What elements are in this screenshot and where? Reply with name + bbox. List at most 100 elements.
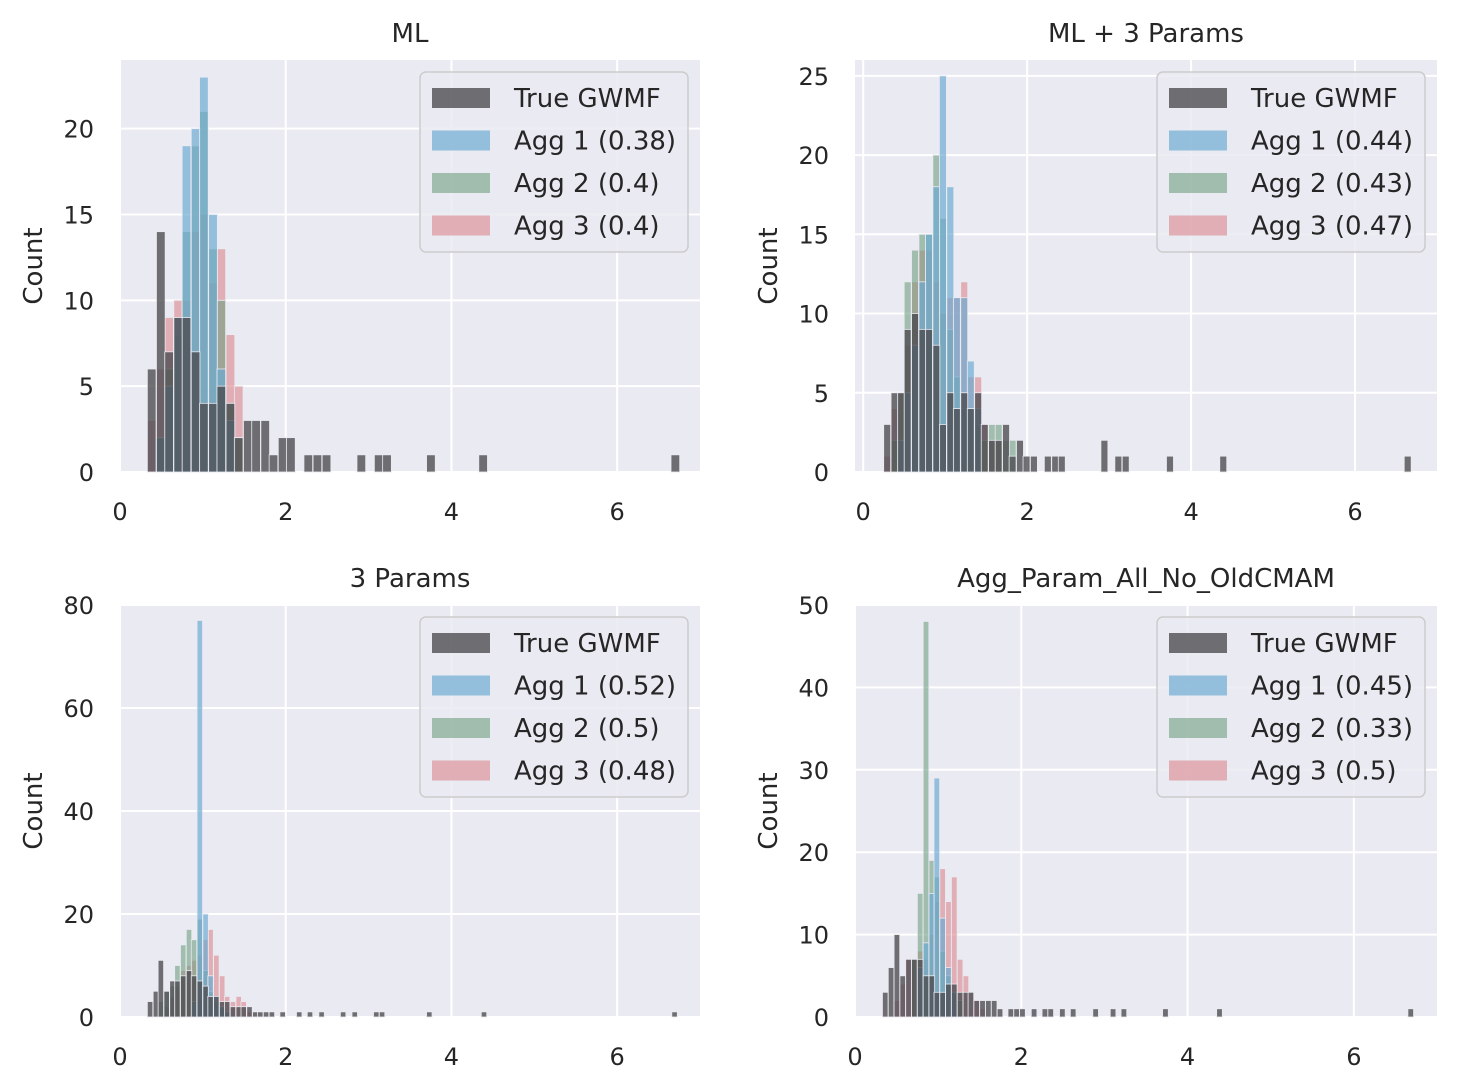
histogram-bar bbox=[952, 408, 961, 473]
histogram-bar bbox=[190, 975, 198, 1018]
histogram-bar bbox=[229, 1006, 237, 1018]
histogram-bar bbox=[213, 996, 220, 1018]
histogram-bar bbox=[246, 1006, 253, 1018]
histogram-bar bbox=[1114, 455, 1123, 473]
histogram-bar bbox=[1022, 455, 1031, 473]
legend-label: Agg 2 (0.4) bbox=[514, 169, 660, 199]
histogram-bar bbox=[296, 1011, 303, 1018]
histogram-bar bbox=[180, 975, 187, 1018]
x-tick-label: 4 bbox=[444, 1043, 459, 1071]
histogram-bar bbox=[882, 991, 889, 1018]
histogram-bar bbox=[339, 1011, 347, 1018]
y-tick-label: 50 bbox=[798, 592, 829, 620]
histogram-bar bbox=[1030, 455, 1038, 473]
histogram-bar bbox=[268, 454, 279, 473]
histogram-bar bbox=[321, 454, 332, 473]
histogram-bar bbox=[1041, 1008, 1049, 1018]
y-axis-label: Count bbox=[754, 227, 784, 304]
histogram-bar bbox=[939, 991, 946, 1018]
legend-label: Agg 1 (0.45) bbox=[1251, 672, 1413, 702]
legend: True GWMF Agg 1 (0.45) Agg 2 (0.33) Agg 3 (… bbox=[1156, 616, 1426, 798]
histogram-bar bbox=[1100, 439, 1109, 473]
x-tick-label: 0 bbox=[847, 1043, 862, 1071]
histogram-bar bbox=[1019, 1008, 1026, 1018]
y-tick-label: 25 bbox=[798, 63, 829, 91]
histogram-bar bbox=[262, 1011, 270, 1018]
histogram-bar bbox=[960, 392, 969, 473]
legend-swatch bbox=[432, 633, 490, 653]
legend-label: Agg 3 (0.48) bbox=[514, 757, 676, 787]
histogram-bar bbox=[312, 454, 323, 473]
histogram-bar bbox=[1016, 439, 1024, 473]
histogram-bar bbox=[240, 1006, 247, 1018]
x-tick-label: 2 bbox=[1014, 1043, 1029, 1071]
histogram-bar bbox=[1109, 1008, 1117, 1018]
histogram-bar bbox=[478, 454, 488, 473]
histogram-bar bbox=[196, 620, 203, 1018]
legend-swatch bbox=[432, 675, 490, 696]
x-tick-label: 2 bbox=[1020, 498, 1035, 526]
histogram-bar bbox=[903, 328, 912, 473]
histogram-bar bbox=[196, 980, 203, 1018]
y-tick-label: 15 bbox=[798, 221, 829, 249]
x-tick-label: 4 bbox=[1183, 498, 1198, 526]
histogram-bar bbox=[974, 392, 983, 473]
histogram-bar bbox=[980, 424, 989, 473]
legend-swatch bbox=[432, 718, 490, 738]
y-tick-label: 40 bbox=[798, 674, 829, 702]
histogram-bar bbox=[988, 439, 996, 473]
y-tick-label: 20 bbox=[63, 901, 94, 929]
y-tick-label: 20 bbox=[798, 839, 829, 867]
histogram-bar bbox=[1219, 455, 1228, 473]
histogram-bar bbox=[1059, 1008, 1066, 1018]
histogram-bar bbox=[146, 368, 157, 473]
histogram-bar bbox=[916, 958, 924, 1018]
y-tick-label: 0 bbox=[79, 1004, 94, 1032]
series-true-gwmf bbox=[882, 934, 1414, 1018]
histogram-bar bbox=[939, 424, 947, 473]
histogram-bar bbox=[279, 1011, 286, 1018]
histogram-bar bbox=[918, 328, 927, 473]
legend-swatch bbox=[1169, 760, 1227, 781]
histogram-bar bbox=[1002, 424, 1010, 473]
y-axis-label: Count bbox=[19, 772, 49, 849]
histogram-bar bbox=[378, 1011, 386, 1018]
panel-title: Agg_Param_All_No_OldCMAM bbox=[957, 564, 1335, 594]
histogram-bar bbox=[670, 454, 681, 473]
histogram-bar bbox=[893, 934, 901, 1018]
legend: True GWMF Agg 1 (0.52) Agg 2 (0.5) Agg 3 (0… bbox=[419, 616, 689, 798]
histogram-bar bbox=[967, 991, 975, 1018]
legend-label: True GWMF bbox=[1250, 84, 1398, 114]
panel-title: 3 Params bbox=[350, 564, 471, 594]
legend-swatch bbox=[432, 88, 490, 108]
histogram-bar bbox=[163, 990, 170, 1018]
x-tick-label: 6 bbox=[1347, 498, 1362, 526]
histogram-bar bbox=[426, 1011, 433, 1018]
histogram-bar bbox=[1030, 1008, 1038, 1018]
legend-swatch bbox=[432, 130, 490, 151]
legend-label: Agg 2 (0.43) bbox=[1251, 169, 1413, 199]
x-tick-label: 0 bbox=[112, 498, 127, 526]
histogram-bar bbox=[922, 975, 930, 1018]
x-tick-label: 2 bbox=[278, 1043, 293, 1071]
y-tick-label: 10 bbox=[798, 922, 829, 950]
histogram-bar bbox=[277, 437, 288, 473]
histogram-bar bbox=[306, 1011, 314, 1018]
y-tick-label: 60 bbox=[63, 695, 94, 723]
histogram-bar bbox=[382, 454, 392, 473]
y-tick-label: 10 bbox=[63, 287, 94, 315]
y-tick-label: 5 bbox=[79, 373, 94, 401]
histogram-bar bbox=[932, 344, 941, 473]
legend-box bbox=[419, 616, 689, 798]
panel-title: ML + 3 Params bbox=[1048, 19, 1244, 49]
histogram-bar bbox=[157, 959, 164, 1018]
histogram-bar bbox=[351, 1011, 358, 1018]
histogram-bar bbox=[979, 1000, 986, 1018]
legend-swatch bbox=[1169, 215, 1227, 236]
histogram-bar bbox=[190, 351, 201, 473]
y-tick-label: 40 bbox=[63, 798, 94, 826]
histogram-bar bbox=[911, 313, 919, 473]
histogram-bar bbox=[1047, 1008, 1054, 1018]
x-tick-label: 6 bbox=[610, 1043, 625, 1071]
histogram-bar bbox=[286, 437, 296, 473]
